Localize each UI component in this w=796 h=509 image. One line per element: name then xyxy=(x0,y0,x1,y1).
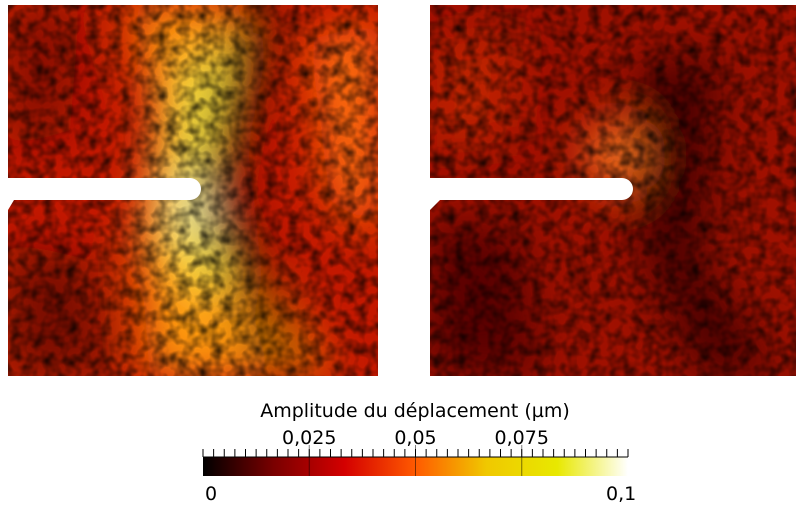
end-label: 0,1 xyxy=(606,483,636,505)
colorbar-title: Amplitude du déplacement (µm) xyxy=(260,400,570,422)
notch-left xyxy=(0,178,201,210)
colorbar: Amplitude du déplacement (µm) 0,025 0,05 0… xyxy=(202,400,636,505)
tick-label: 0,075 xyxy=(495,427,549,449)
end-label: 0 xyxy=(205,483,217,505)
notch-right xyxy=(430,178,633,210)
tick-label: 0,05 xyxy=(394,427,436,449)
tick-label: 0,025 xyxy=(282,427,336,449)
